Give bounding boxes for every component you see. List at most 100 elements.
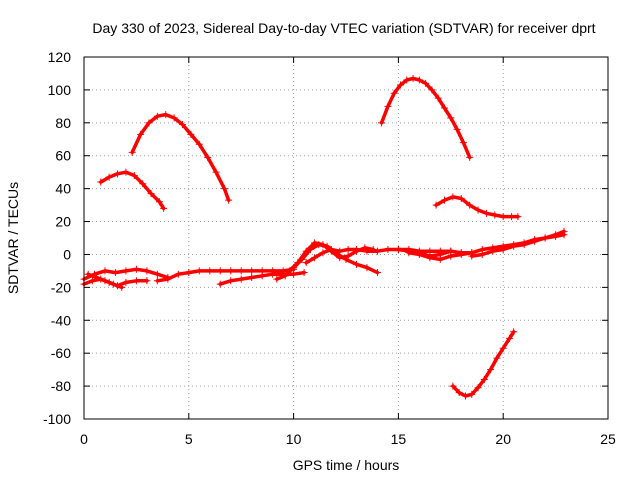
data-point-marker [344, 246, 352, 254]
y-tick-label: -100 [43, 411, 71, 427]
plot-frame [83, 56, 609, 420]
data-point-marker [153, 270, 161, 278]
data-point-marker [216, 280, 224, 288]
y-tick-label: -80 [51, 378, 71, 394]
data-point-marker [394, 246, 402, 254]
data-point-marker [311, 254, 319, 262]
data-point-marker [155, 198, 163, 206]
data-point-marker [281, 272, 289, 280]
data-point-marker [415, 76, 423, 84]
data-point-marker [225, 196, 233, 204]
data-point-marker [434, 94, 442, 102]
data-point-marker [101, 277, 109, 285]
data-point-marker [164, 275, 172, 283]
data-point-marker [344, 252, 352, 260]
x-tick-label: 0 [80, 431, 88, 447]
y-tick-label: 60 [55, 148, 71, 164]
data-point-marker [93, 273, 101, 281]
data-point-marker [457, 249, 465, 257]
data-point-marker [248, 267, 256, 275]
data-point-marker [179, 120, 187, 128]
data-point-marker [128, 148, 136, 156]
data-point-marker [143, 277, 151, 285]
data-point-marker [143, 267, 151, 275]
data-point-marker [216, 267, 224, 275]
data-point-marker [405, 247, 413, 255]
data-point-marker [436, 250, 444, 258]
data-point-marker [153, 112, 161, 120]
data-point-marker [327, 246, 335, 254]
series-arc-4 [432, 193, 522, 221]
data-point-marker [352, 260, 360, 268]
data-point-marker [137, 130, 145, 138]
data-point-marker [468, 390, 476, 398]
data-point-marker [336, 254, 344, 262]
data-point-marker [220, 185, 228, 193]
data-point-marker [139, 180, 147, 188]
data-point-marker [428, 86, 436, 94]
data-point-marker [109, 280, 117, 288]
data-point-marker [514, 213, 522, 221]
data-point-marker [447, 247, 455, 255]
y-tick-label: -20 [51, 279, 71, 295]
data-point-marker [227, 277, 235, 285]
data-point-marker [132, 277, 140, 285]
data-point-marker [212, 168, 220, 176]
x-tick-label: 25 [600, 431, 616, 447]
data-point-marker [319, 241, 327, 249]
series-arc-12 [285, 239, 377, 275]
data-point-marker [273, 275, 281, 283]
data-point-marker [487, 366, 495, 374]
data-point-marker [258, 272, 266, 280]
data-point-marker [204, 153, 212, 161]
data-point-marker [449, 382, 457, 390]
data-point-marker [122, 267, 130, 275]
data-point-marker [384, 102, 392, 110]
data-point-marker [480, 376, 488, 384]
data-point-marker [88, 277, 96, 285]
data-point-marker [170, 114, 178, 122]
series-arc-3 [378, 74, 474, 161]
data-point-marker [493, 354, 501, 362]
series-line [434, 195, 520, 219]
x-tick-label: 15 [391, 431, 407, 447]
series-arc-16 [394, 246, 465, 260]
y-tick-label: 80 [55, 115, 71, 131]
data-point-marker [300, 269, 308, 277]
data-point-marker [373, 247, 381, 255]
series-arc-15 [468, 227, 568, 260]
axis-tick-labels: 0 5 10 15 20 25 -100 -80 -60 -40 -20 0 20 40 60 80 100 12… [43, 49, 616, 447]
data-point-marker [390, 89, 398, 97]
axis-ticks [83, 56, 609, 420]
data-point-marker [269, 270, 277, 278]
data-point-marker [84, 270, 92, 278]
data-point-marker [560, 227, 568, 235]
data-point-marker [520, 241, 528, 249]
data-point-marker [403, 76, 411, 84]
data-point-marker [132, 265, 140, 273]
data-point-marker [97, 178, 105, 186]
data-point-marker [290, 270, 298, 278]
data-point-marker [130, 171, 138, 179]
data-point-marker [237, 275, 245, 283]
chart-title: Day 330 of 2023, Sidereal Day-to-day VTE… [92, 20, 595, 36]
series-line [470, 229, 566, 258]
data-point-marker [531, 237, 539, 245]
data-point-marker [285, 267, 293, 275]
data-point-marker [153, 277, 161, 285]
data-point-marker [453, 125, 461, 133]
data-point-marker [426, 252, 434, 260]
data-point-marker [474, 206, 482, 214]
data-point-marker [449, 193, 457, 201]
data-point-marker [459, 139, 467, 147]
data-point-marker [466, 153, 474, 161]
data-point-marker [185, 269, 193, 277]
data-point-marker [237, 267, 245, 275]
data-point-marker [227, 267, 235, 275]
data-point-marker [311, 239, 319, 247]
data-point-marker [461, 392, 469, 400]
data-point-marker [111, 269, 119, 277]
data-point-marker [457, 195, 465, 203]
y-tick-label: 0 [63, 246, 71, 262]
